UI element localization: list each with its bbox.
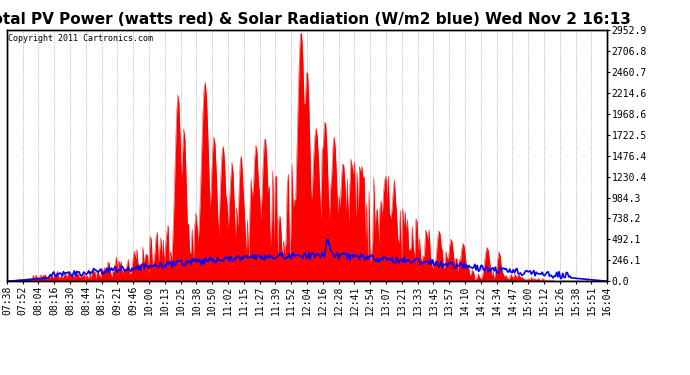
Text: Copyright 2011 Cartronics.com: Copyright 2011 Cartronics.com — [8, 34, 153, 43]
Title: Total PV Power (watts red) & Solar Radiation (W/m2 blue) Wed Nov 2 16:13: Total PV Power (watts red) & Solar Radia… — [0, 12, 631, 27]
